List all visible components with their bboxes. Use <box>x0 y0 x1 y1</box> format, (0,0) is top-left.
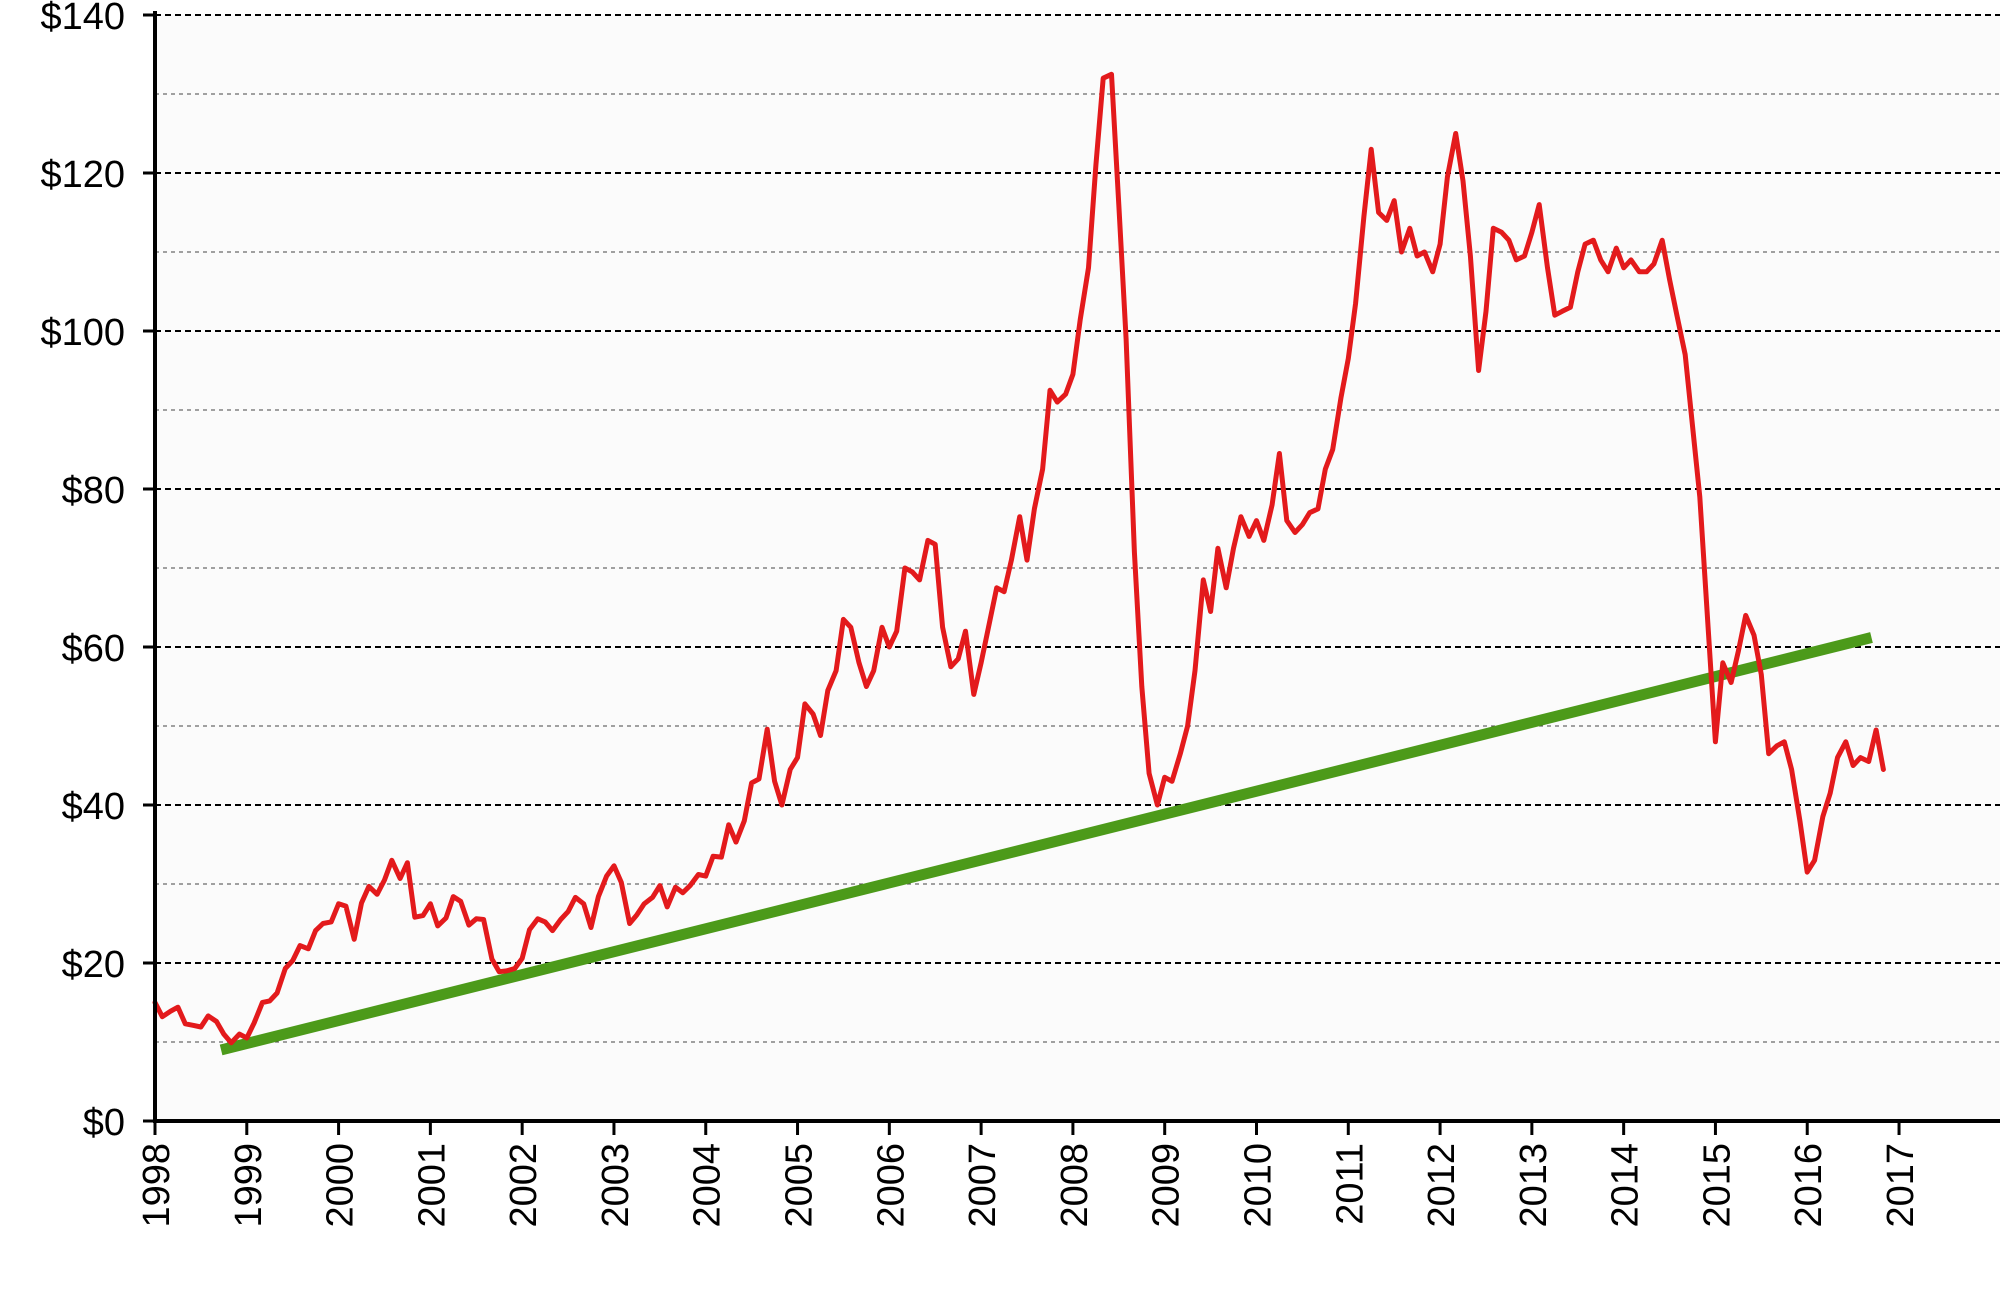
x-tick-label: 2017 <box>1880 1143 1922 1228</box>
x-tick-label: 2006 <box>870 1143 912 1228</box>
y-axis-labels: $0 $20 $40 $60 $80 $100 $120 $140 <box>40 0 125 1144</box>
x-tick-label: 2008 <box>1054 1143 1096 1228</box>
x-tick-label: 2009 <box>1146 1143 1188 1228</box>
y-tick-label: $140 <box>40 0 125 38</box>
y-tick-label: $60 <box>62 628 125 670</box>
x-tick-label: 2001 <box>411 1143 453 1228</box>
x-tick-label: 2015 <box>1696 1143 1738 1228</box>
price-series-line <box>152 71 1886 1046</box>
x-tick-label: 2000 <box>320 1143 362 1228</box>
x-tick-label: 2004 <box>687 1143 729 1228</box>
x-tick-label: 2012 <box>1421 1143 1463 1228</box>
y-tick-label: $80 <box>62 470 125 512</box>
x-axis-labels: 1998 1999 2000 2001 2002 2003 2004 2005 2006 2007… <box>136 1143 1922 1228</box>
x-tick-label: 2016 <box>1788 1143 1830 1228</box>
x-tick-label: 2013 <box>1513 1143 1555 1228</box>
x-tick-label: 2002 <box>503 1143 545 1228</box>
x-tick-label: 2003 <box>595 1143 637 1228</box>
x-tick-label: 2005 <box>779 1143 821 1228</box>
x-tick-label: 2011 <box>1329 1143 1371 1225</box>
y-tick-label: $100 <box>40 312 125 354</box>
y-tick-label: $20 <box>62 944 125 986</box>
x-tick-label: 2010 <box>1237 1143 1279 1228</box>
x-tick-label: 1998 <box>136 1143 178 1228</box>
x-tick-label: 2014 <box>1605 1143 1647 1228</box>
x-tick-label: 2007 <box>962 1143 1004 1228</box>
axes <box>143 11 2000 1135</box>
y-tick-label: $40 <box>62 786 125 828</box>
trend-line <box>219 632 1873 1056</box>
x-tick-label: 1999 <box>228 1143 270 1228</box>
price-line-layer <box>152 71 1886 1046</box>
trend-line-layer <box>219 632 1873 1056</box>
y-tick-label: $0 <box>83 1102 125 1144</box>
y-tick-label: $120 <box>40 154 125 196</box>
